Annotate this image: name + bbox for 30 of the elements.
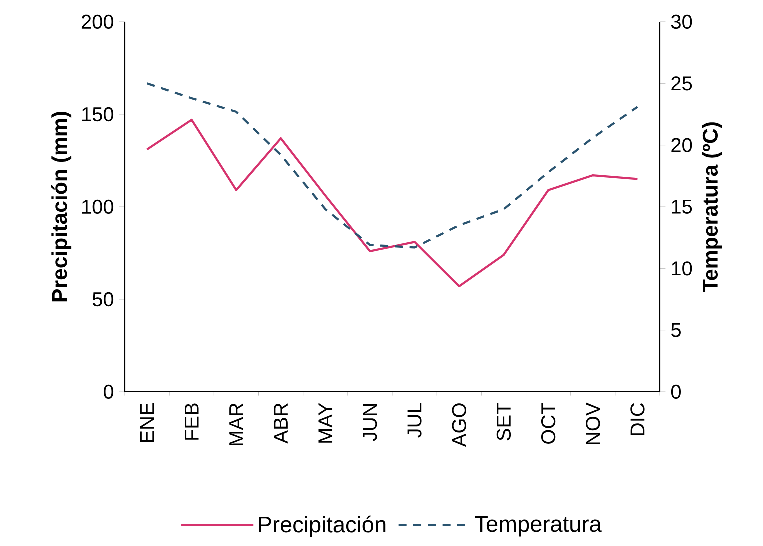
x-tick-label: MAY xyxy=(318,403,333,443)
legend-label: Precipitación xyxy=(259,516,386,538)
x-tick-label: JUN xyxy=(363,404,378,442)
y2-tick-label: 20 xyxy=(672,138,692,152)
x-tick-label: JUL xyxy=(408,403,422,438)
y2-tick-label: 0 xyxy=(671,384,682,400)
y-tick-label: 100 xyxy=(82,200,114,214)
line-series xyxy=(146,118,639,288)
y-axis-title: Precipitación (mm) xyxy=(51,112,72,302)
x-tick-label: FEB xyxy=(185,404,199,440)
x-tick-label: MAR xyxy=(230,404,244,446)
x-tick-label: ENE xyxy=(140,404,154,442)
x-tick-label: NOV xyxy=(586,402,600,444)
y2-tick-label: 25 xyxy=(672,76,692,91)
y2-tick-label: 15 xyxy=(672,200,692,214)
y-tick-label: 200 xyxy=(82,14,114,30)
x-tick-label: OCT xyxy=(541,403,556,444)
line-series xyxy=(146,82,639,249)
y-tick-label: 0 xyxy=(104,384,114,400)
x-tick-label: SET xyxy=(496,403,512,441)
x-tick-label: AGO xyxy=(452,404,466,448)
y-tick-label: 50 xyxy=(92,292,114,307)
y-tick-label: 150 xyxy=(82,107,114,122)
y2-tick-label: 30 xyxy=(671,14,692,30)
y2-axis-title: Temperatura (ºC) xyxy=(702,122,722,292)
y2-tick-label: 5 xyxy=(671,323,681,338)
legend-label: Temperatura xyxy=(475,516,602,537)
x-tick-label: DIC xyxy=(630,403,645,436)
x-tick-label: ABR xyxy=(274,404,288,444)
y2-tick-label: 10 xyxy=(672,262,692,276)
